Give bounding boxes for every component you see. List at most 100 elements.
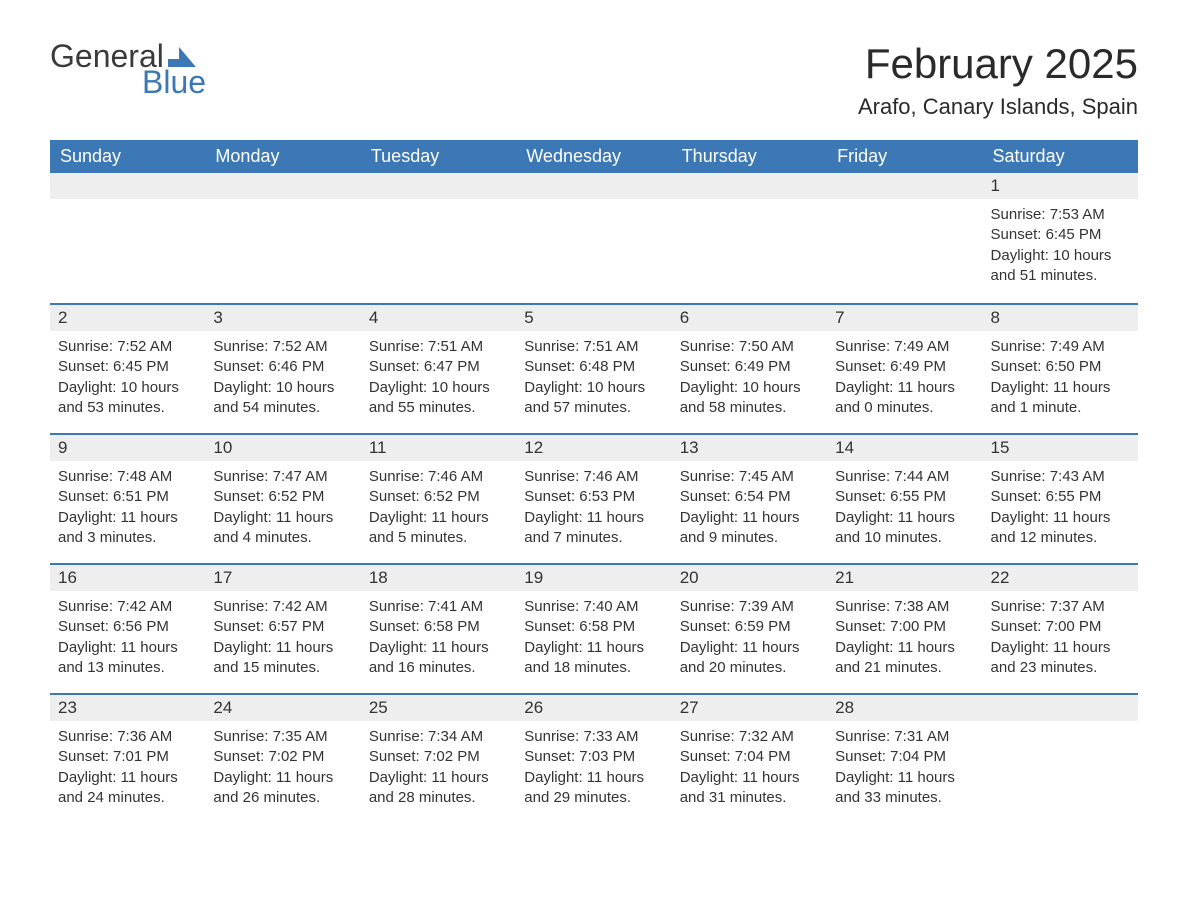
day-number <box>361 173 516 199</box>
day-cell: 24Sunrise: 7:35 AMSunset: 7:02 PMDayligh… <box>205 695 360 823</box>
daylight-line: Daylight: 11 hours and 4 minutes. <box>213 508 352 549</box>
day-cell: 12Sunrise: 7:46 AMSunset: 6:53 PMDayligh… <box>516 435 671 563</box>
day-cell: 5Sunrise: 7:51 AMSunset: 6:48 PMDaylight… <box>516 305 671 433</box>
daylight-line: Daylight: 10 hours and 57 minutes. <box>524 378 663 419</box>
sunrise-line: Sunrise: 7:51 AM <box>524 337 663 357</box>
location: Arafo, Canary Islands, Spain <box>858 94 1138 120</box>
sunset-line: Sunset: 6:50 PM <box>991 357 1130 377</box>
daylight-line: Daylight: 11 hours and 21 minutes. <box>835 638 974 679</box>
day-cell: 16Sunrise: 7:42 AMSunset: 6:56 PMDayligh… <box>50 565 205 693</box>
day-cell: 2Sunrise: 7:52 AMSunset: 6:45 PMDaylight… <box>50 305 205 433</box>
title-block: February 2025 Arafo, Canary Islands, Spa… <box>858 40 1138 120</box>
month-title: February 2025 <box>858 40 1138 88</box>
day-number: 12 <box>516 435 671 461</box>
daylight-line: Daylight: 11 hours and 33 minutes. <box>835 768 974 809</box>
sunset-line: Sunset: 6:54 PM <box>680 487 819 507</box>
sunset-line: Sunset: 7:04 PM <box>680 747 819 767</box>
day-cell: 10Sunrise: 7:47 AMSunset: 6:52 PMDayligh… <box>205 435 360 563</box>
daylight-line: Daylight: 10 hours and 54 minutes. <box>213 378 352 419</box>
sunset-line: Sunset: 6:51 PM <box>58 487 197 507</box>
day-number: 27 <box>672 695 827 721</box>
sunrise-line: Sunrise: 7:50 AM <box>680 337 819 357</box>
dow-cell: Saturday <box>983 140 1138 173</box>
day-cell: 13Sunrise: 7:45 AMSunset: 6:54 PMDayligh… <box>672 435 827 563</box>
sunset-line: Sunset: 6:49 PM <box>680 357 819 377</box>
day-body: Sunrise: 7:49 AMSunset: 6:49 PMDaylight:… <box>827 331 982 432</box>
day-number: 17 <box>205 565 360 591</box>
sunset-line: Sunset: 7:02 PM <box>213 747 352 767</box>
daylight-line: Daylight: 11 hours and 13 minutes. <box>58 638 197 679</box>
day-cell: 7Sunrise: 7:49 AMSunset: 6:49 PMDaylight… <box>827 305 982 433</box>
day-body: Sunrise: 7:46 AMSunset: 6:52 PMDaylight:… <box>361 461 516 562</box>
days-of-week-header: SundayMondayTuesdayWednesdayThursdayFrid… <box>50 140 1138 173</box>
sunset-line: Sunset: 6:58 PM <box>524 617 663 637</box>
day-body: Sunrise: 7:36 AMSunset: 7:01 PMDaylight:… <box>50 721 205 822</box>
sunrise-line: Sunrise: 7:45 AM <box>680 467 819 487</box>
day-number <box>516 173 671 199</box>
day-number <box>205 173 360 199</box>
day-body: Sunrise: 7:37 AMSunset: 7:00 PMDaylight:… <box>983 591 1138 692</box>
day-body: Sunrise: 7:42 AMSunset: 6:57 PMDaylight:… <box>205 591 360 692</box>
sunset-line: Sunset: 7:00 PM <box>835 617 974 637</box>
day-body: Sunrise: 7:47 AMSunset: 6:52 PMDaylight:… <box>205 461 360 562</box>
empty-cell <box>983 695 1138 823</box>
day-body: Sunrise: 7:50 AMSunset: 6:49 PMDaylight:… <box>672 331 827 432</box>
day-cell: 26Sunrise: 7:33 AMSunset: 7:03 PMDayligh… <box>516 695 671 823</box>
day-body: Sunrise: 7:38 AMSunset: 7:00 PMDaylight:… <box>827 591 982 692</box>
day-body: Sunrise: 7:51 AMSunset: 6:48 PMDaylight:… <box>516 331 671 432</box>
day-body: Sunrise: 7:51 AMSunset: 6:47 PMDaylight:… <box>361 331 516 432</box>
sunrise-line: Sunrise: 7:34 AM <box>369 727 508 747</box>
day-body: Sunrise: 7:52 AMSunset: 6:46 PMDaylight:… <box>205 331 360 432</box>
dow-cell: Sunday <box>50 140 205 173</box>
week-row: 1Sunrise: 7:53 AMSunset: 6:45 PMDaylight… <box>50 173 1138 303</box>
day-number: 9 <box>50 435 205 461</box>
sunrise-line: Sunrise: 7:37 AM <box>991 597 1130 617</box>
sunset-line: Sunset: 6:48 PM <box>524 357 663 377</box>
sunset-line: Sunset: 6:57 PM <box>213 617 352 637</box>
day-cell: 9Sunrise: 7:48 AMSunset: 6:51 PMDaylight… <box>50 435 205 563</box>
day-number: 2 <box>50 305 205 331</box>
day-number: 24 <box>205 695 360 721</box>
day-body: Sunrise: 7:34 AMSunset: 7:02 PMDaylight:… <box>361 721 516 822</box>
sunrise-line: Sunrise: 7:46 AM <box>524 467 663 487</box>
daylight-line: Daylight: 10 hours and 53 minutes. <box>58 378 197 419</box>
day-cell: 27Sunrise: 7:32 AMSunset: 7:04 PMDayligh… <box>672 695 827 823</box>
sunset-line: Sunset: 6:58 PM <box>369 617 508 637</box>
day-body: Sunrise: 7:46 AMSunset: 6:53 PMDaylight:… <box>516 461 671 562</box>
day-body: Sunrise: 7:42 AMSunset: 6:56 PMDaylight:… <box>50 591 205 692</box>
logo-flag-icon <box>168 47 196 67</box>
day-body: Sunrise: 7:33 AMSunset: 7:03 PMDaylight:… <box>516 721 671 822</box>
dow-cell: Thursday <box>672 140 827 173</box>
logo-text-blue: Blue <box>142 66 206 98</box>
day-number: 18 <box>361 565 516 591</box>
sunrise-line: Sunrise: 7:40 AM <box>524 597 663 617</box>
daylight-line: Daylight: 11 hours and 1 minute. <box>991 378 1130 419</box>
day-cell: 18Sunrise: 7:41 AMSunset: 6:58 PMDayligh… <box>361 565 516 693</box>
sunset-line: Sunset: 6:52 PM <box>369 487 508 507</box>
daylight-line: Daylight: 11 hours and 10 minutes. <box>835 508 974 549</box>
day-cell: 25Sunrise: 7:34 AMSunset: 7:02 PMDayligh… <box>361 695 516 823</box>
day-number: 22 <box>983 565 1138 591</box>
day-cell: 19Sunrise: 7:40 AMSunset: 6:58 PMDayligh… <box>516 565 671 693</box>
sunset-line: Sunset: 6:46 PM <box>213 357 352 377</box>
dow-cell: Monday <box>205 140 360 173</box>
header: General Blue February 2025 Arafo, Canary… <box>50 40 1138 120</box>
day-number: 3 <box>205 305 360 331</box>
day-cell: 22Sunrise: 7:37 AMSunset: 7:00 PMDayligh… <box>983 565 1138 693</box>
day-body: Sunrise: 7:40 AMSunset: 6:58 PMDaylight:… <box>516 591 671 692</box>
sunrise-line: Sunrise: 7:38 AM <box>835 597 974 617</box>
daylight-line: Daylight: 11 hours and 16 minutes. <box>369 638 508 679</box>
sunrise-line: Sunrise: 7:52 AM <box>58 337 197 357</box>
day-number <box>983 695 1138 721</box>
day-number: 15 <box>983 435 1138 461</box>
day-cell: 28Sunrise: 7:31 AMSunset: 7:04 PMDayligh… <box>827 695 982 823</box>
sunrise-line: Sunrise: 7:32 AM <box>680 727 819 747</box>
sunrise-line: Sunrise: 7:43 AM <box>991 467 1130 487</box>
day-body: Sunrise: 7:32 AMSunset: 7:04 PMDaylight:… <box>672 721 827 822</box>
sunrise-line: Sunrise: 7:49 AM <box>991 337 1130 357</box>
empty-cell <box>827 173 982 303</box>
empty-cell <box>205 173 360 303</box>
day-number <box>827 173 982 199</box>
day-body: Sunrise: 7:52 AMSunset: 6:45 PMDaylight:… <box>50 331 205 432</box>
day-cell: 20Sunrise: 7:39 AMSunset: 6:59 PMDayligh… <box>672 565 827 693</box>
